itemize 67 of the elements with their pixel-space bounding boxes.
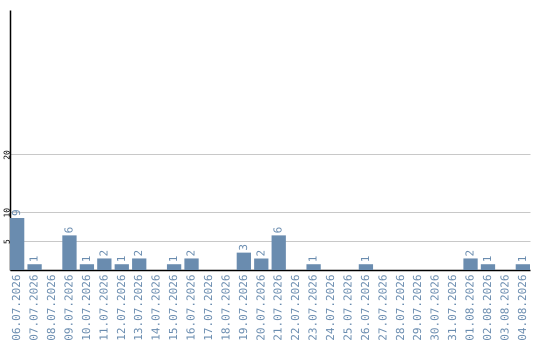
x-tick-label: 25.07.2026 [341,274,354,340]
x-tick-label: 04.08.2026 [516,274,529,340]
x-tick-label: 31.07.2026 [446,274,460,340]
bar [114,264,129,270]
data-label: 1 [516,256,529,262]
x-tick-label: 28.07.2026 [394,274,407,340]
x-tick-label: 14.07.2026 [150,274,163,340]
x-tick-label: 01.08.2026 [464,274,477,340]
bar [236,252,251,270]
bar [254,258,268,270]
data-label: 1 [167,256,180,262]
bar [184,258,199,270]
x-tick-label: 21.07.2026 [272,274,285,340]
x-tick-label: 15.07.2026 [167,274,180,340]
data-label: 1 [306,256,320,262]
data-label: 2 [184,250,198,256]
x-tick-label: 19.07.2026 [236,274,250,340]
x-tick-label: 10.07.2026 [80,274,93,340]
bar [132,258,146,270]
x-tick-label: 26.07.2026 [358,274,372,340]
x-tick-label: 03.08.2026 [498,274,512,340]
data-label: 9 [10,209,24,216]
bar [97,258,112,270]
y-tick-label: 10 [2,208,12,218]
y-tick-label: 5 [2,239,12,244]
x-tick-label: 29.07.2026 [411,274,424,340]
data-label: 2 [132,250,146,256]
x-tick-label: 27.07.2026 [376,274,390,340]
x-tick-label: 09.07.2026 [62,274,76,340]
data-label: 1 [358,256,372,262]
bar [10,218,24,270]
x-tick-label: 18.07.2026 [219,274,232,340]
bar [358,264,374,270]
bar [166,264,182,270]
data-label: 1 [114,256,128,262]
data-label: 2 [254,250,268,256]
data-label: 1 [480,256,494,262]
x-tick-label: 12.07.2026 [114,274,128,340]
bar [480,264,496,270]
x-tick-label: 23.07.2026 [306,274,320,340]
x-tick-label: 22.07.2026 [289,274,302,340]
x-tick-label: 16.07.2026 [184,274,198,340]
x-tick-label: 24.07.2026 [324,274,338,340]
x-tick-label: 11.07.2026 [97,274,110,340]
x-tick-label: 02.08.2026 [480,274,494,340]
x-tick-label: 07.07.2026 [28,274,41,340]
bar [62,235,77,270]
x-tick-label: 17.07.2026 [202,274,215,340]
bar [306,264,321,270]
data-label: 2 [97,250,110,256]
x-tick-label: 20.07.2026 [254,274,268,340]
bar [27,264,42,270]
data-label: 2 [464,250,477,256]
data-label: 6 [272,226,285,234]
data-label: 3 [236,244,250,251]
bar [80,264,94,270]
x-tick-label: 30.07.2026 [428,274,442,340]
data-label: 6 [62,226,76,234]
x-tick-label: 08.07.2026 [45,274,58,340]
bar [463,258,478,270]
bar [516,264,530,270]
y-tick-label: 20 [2,150,12,160]
x-tick-label: 13.07.2026 [132,274,146,340]
bar [272,235,286,270]
x-tick-label: 06.07.2026 [10,274,24,340]
data-label: 1 [28,256,41,262]
data-label: 1 [80,256,93,262]
